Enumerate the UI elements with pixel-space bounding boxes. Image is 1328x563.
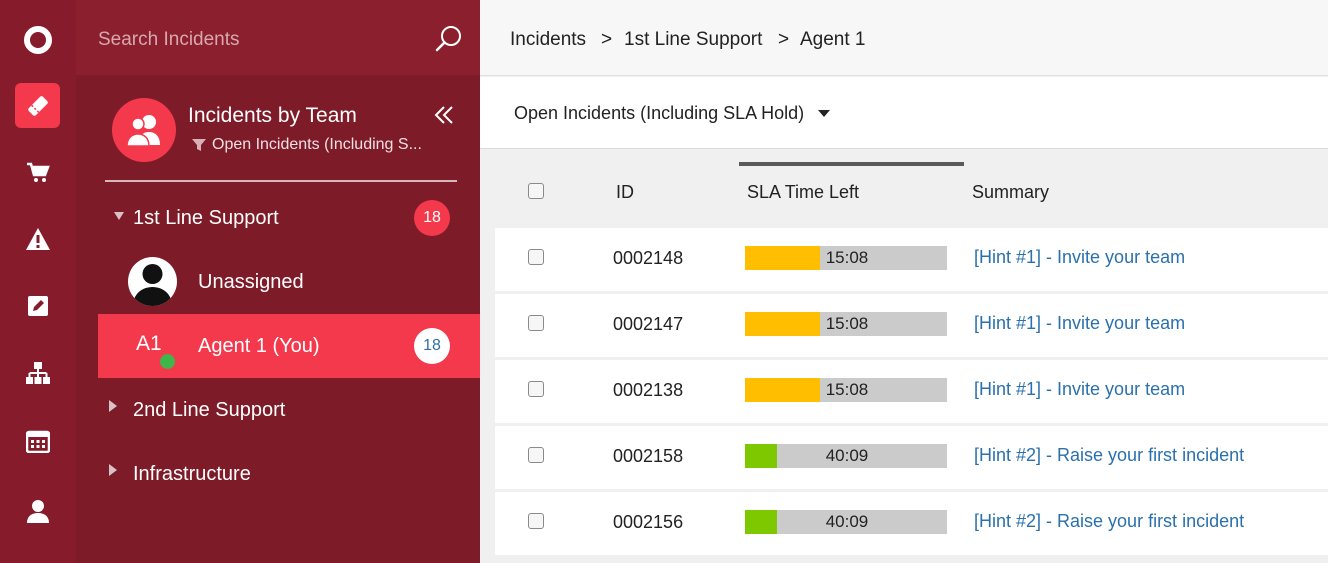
column-header-id[interactable]: ID xyxy=(616,182,634,202)
sla-progress-bar: 15:08 xyxy=(745,312,947,336)
member-agent-1-label-row[interactable]: Agent 1 (You) 18 xyxy=(76,314,480,378)
incident-id[interactable]: 0002148 xyxy=(613,248,684,268)
sla-progress-fill xyxy=(745,246,820,270)
count-badge: 18 xyxy=(414,328,450,364)
team-group-label: 1st Line Support xyxy=(133,207,279,229)
table-row[interactable]: 0002147 15:08 [Hint #1] - Invite your team xyxy=(495,294,1328,357)
incident-sidebar: Incidents by Team Open Incidents (Includ… xyxy=(76,0,480,563)
incident-id[interactable]: 0002147 xyxy=(613,314,684,334)
column-header-sla[interactable]: SLA Time Left xyxy=(747,182,860,202)
sla-progress-bar: 40:09 xyxy=(745,444,947,468)
table-row[interactable]: 0002156 40:09 [Hint #2] - Raise your first… xyxy=(495,492,1328,555)
users-icon xyxy=(126,115,160,147)
breadcrumb-team[interactable]: 1st Line Support xyxy=(624,29,763,50)
incident-id[interactable]: 0002138 xyxy=(613,380,684,400)
select-all-checkbox[interactable] xyxy=(528,183,544,199)
row-checkbox[interactable] xyxy=(528,249,544,265)
incident-summary-link[interactable]: [Hint #2] - Raise your first incident xyxy=(974,511,1245,531)
filter-label: Open Incidents (Including S... xyxy=(212,136,422,153)
view-dropdown[interactable]: Open Incidents (Including SLA Hold) xyxy=(514,103,831,124)
sla-time-left: 40:09 xyxy=(825,446,869,465)
incident-summary-link[interactable]: [Hint #1] - Invite your team xyxy=(974,313,1186,333)
logo-ring-icon[interactable] xyxy=(15,17,60,62)
caret-down-icon[interactable] xyxy=(114,210,124,222)
cart-icon[interactable] xyxy=(15,150,60,195)
agent-initials: A1 xyxy=(136,332,162,355)
sidebar-divider xyxy=(105,180,457,182)
sort-indicator xyxy=(739,162,964,166)
member-unassigned[interactable]: Unassigned xyxy=(76,250,480,314)
sla-time-left: 15:08 xyxy=(825,248,869,267)
sla-progress-fill xyxy=(745,378,820,402)
search-icon[interactable] xyxy=(434,24,464,54)
sla-progress-fill xyxy=(745,444,778,468)
incident-id[interactable]: 0002158 xyxy=(613,446,684,466)
user-icon[interactable] xyxy=(15,488,60,533)
breadcrumb-separator: > xyxy=(601,29,613,50)
search-bar xyxy=(76,0,480,75)
sla-progress-bar: 15:08 xyxy=(745,378,947,402)
row-checkbox[interactable] xyxy=(528,513,544,529)
breadcrumb-agent: Agent 1 xyxy=(800,29,866,50)
breadcrumb-separator: > xyxy=(778,29,790,50)
breadcrumb-incidents[interactable]: Incidents xyxy=(510,29,587,50)
team-group-2nd-line-support[interactable]: 2nd Line Support xyxy=(76,378,480,442)
table-row[interactable]: 0002138 15:08 [Hint #1] - Invite your team xyxy=(495,360,1328,423)
sla-progress-fill xyxy=(745,510,778,534)
count-badge: 18 xyxy=(414,200,450,236)
sidebar-title: Incidents by Team xyxy=(188,104,357,127)
online-status-dot xyxy=(160,354,175,369)
incident-summary-link[interactable]: [Hint #1] - Invite your team xyxy=(974,379,1186,399)
team-group-label: Infrastructure xyxy=(133,463,251,485)
caret-right-icon[interactable] xyxy=(108,400,118,412)
calendar-icon[interactable] xyxy=(15,418,60,463)
sla-time-left: 40:09 xyxy=(825,512,869,531)
table-row[interactable]: 0002158 40:09 [Hint #2] - Raise your first… xyxy=(495,426,1328,489)
sla-progress-bar: 40:09 xyxy=(745,510,947,534)
column-header-summary[interactable]: Summary xyxy=(972,182,1050,202)
row-checkbox[interactable] xyxy=(528,447,544,463)
icon-rail xyxy=(0,0,76,563)
double-chevron-left-icon[interactable] xyxy=(432,103,456,127)
incident-summary-link[interactable]: [Hint #1] - Invite your team xyxy=(974,247,1186,267)
caret-down-icon xyxy=(818,109,831,117)
table-row[interactable]: 0002148 15:08 [Hint #1] - Invite your team xyxy=(495,228,1328,291)
edit-icon[interactable] xyxy=(15,283,60,328)
search-input[interactable] xyxy=(98,26,398,54)
team-group-avatar xyxy=(112,98,176,162)
team-group-1st-line-support[interactable]: 1st Line Support 18 xyxy=(76,186,480,250)
main-content: Incidents > 1st Line Support > Agent 1 O… xyxy=(480,0,1328,563)
unassigned-avatar xyxy=(128,257,177,306)
view-bar: Open Incidents (Including SLA Hold) xyxy=(480,77,1328,149)
ticket-icon[interactable] xyxy=(15,83,60,128)
row-checkbox[interactable] xyxy=(528,315,544,331)
view-dropdown-label: Open Incidents (Including SLA Hold) xyxy=(514,103,805,123)
sla-progress-fill xyxy=(745,312,820,336)
caret-right-icon[interactable] xyxy=(108,464,118,476)
row-checkbox[interactable] xyxy=(528,381,544,397)
incident-summary-link[interactable]: [Hint #2] - Raise your first incident xyxy=(974,445,1245,465)
filter-icon xyxy=(192,139,206,151)
member-label: Unassigned xyxy=(198,271,304,293)
org-chart-icon[interactable] xyxy=(15,350,60,395)
sla-time-left: 15:08 xyxy=(825,314,869,333)
sla-time-left: 15:08 xyxy=(825,380,869,399)
team-group-label: 2nd Line Support xyxy=(133,399,286,421)
active-filter[interactable]: Open Incidents (Including S... xyxy=(192,136,426,154)
incident-id[interactable]: 0002156 xyxy=(613,512,684,532)
member-label: Agent 1 (You) xyxy=(198,335,320,357)
sla-progress-bar: 15:08 xyxy=(745,246,947,270)
warning-icon[interactable] xyxy=(15,216,60,261)
team-group-infrastructure[interactable]: Infrastructure xyxy=(76,442,480,506)
table-header: ID SLA Time Left Summary xyxy=(495,162,1328,222)
breadcrumb: Incidents > 1st Line Support > Agent 1 xyxy=(480,0,1328,76)
